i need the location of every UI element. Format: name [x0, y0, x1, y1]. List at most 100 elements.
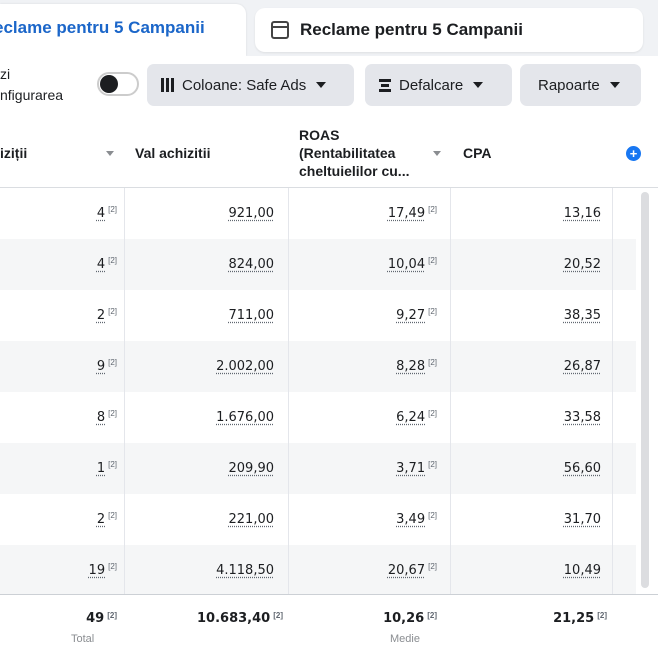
footnote-marker: [2]	[427, 611, 437, 620]
cell-roas-value[interactable]: 20,67	[388, 563, 425, 578]
cell-cpa: 13,16	[450, 188, 601, 239]
cell-cpa-value[interactable]: 13,16	[564, 206, 601, 221]
tab-ads-active-label: eclame pentru 5 Campanii	[0, 18, 205, 38]
cell-cpa-value[interactable]: 33,58	[564, 410, 601, 425]
footnote-marker: [2]	[428, 511, 437, 520]
columns-button[interactable]: Coloane: Safe Ads	[147, 64, 354, 106]
column-divider	[612, 188, 613, 594]
reports-button[interactable]: Rapoarte	[520, 64, 641, 106]
cell-cpa: 20,52	[450, 239, 601, 290]
footnote-marker: [2]	[108, 409, 117, 418]
cell-purchase-value: 1.676,00	[124, 392, 274, 443]
chevron-down-icon	[473, 82, 483, 88]
cell-purchase-value: 221,00	[124, 494, 274, 545]
toggle-label: zi nfigurarea	[0, 64, 63, 106]
column-divider	[450, 188, 451, 594]
configuration-toggle[interactable]	[97, 72, 139, 96]
header-purchases-label: iziții	[0, 145, 27, 161]
cell-purchase-value-value[interactable]: 2.002,00	[216, 359, 274, 374]
footnote-marker: [2]	[108, 358, 117, 367]
sort-icon	[106, 151, 114, 156]
columns-icon	[161, 78, 174, 92]
scrollbar-thumb[interactable]	[641, 192, 649, 588]
cell-purchases-value[interactable]: 1	[97, 461, 105, 476]
footnote-marker: [2]	[428, 460, 437, 469]
vertical-scrollbar[interactable]	[638, 188, 652, 592]
cell-purchases-value[interactable]: 2	[97, 512, 105, 527]
toggle-label-line2: nfigurarea	[0, 85, 63, 106]
footnote-marker: [2]	[428, 358, 437, 367]
cell-cpa: 31,70	[450, 494, 601, 545]
total-value-amount: 10.683,40	[197, 611, 270, 626]
footnote-marker: [2]	[108, 511, 117, 520]
cell-purchases-value[interactable]: 4	[97, 206, 105, 221]
toggle-knob	[100, 75, 118, 93]
reports-button-label: Rapoarte	[538, 77, 600, 94]
cell-purchase-value: 2.002,00	[124, 341, 274, 392]
breakdown-icon	[379, 79, 391, 92]
header-purchases[interactable]: iziții	[0, 118, 122, 188]
cell-roas-value[interactable]: 9,27	[396, 308, 425, 323]
cell-cpa-value[interactable]: 10,49	[564, 563, 601, 578]
cell-roas-value[interactable]: 3,49	[396, 512, 425, 527]
cell-roas-value[interactable]: 6,24	[396, 410, 425, 425]
breakdown-button[interactable]: Defalcare	[365, 64, 512, 106]
sort-icon	[433, 151, 441, 156]
cell-roas: 10,04 [2]	[288, 239, 437, 290]
cell-purchases: 9 [2]	[0, 341, 117, 392]
footnote-marker: [2]	[108, 205, 117, 214]
cell-roas: 17,49 [2]	[288, 188, 437, 239]
cell-purchases-value[interactable]: 8	[97, 410, 105, 425]
cell-purchase-value-value[interactable]: 221,00	[229, 512, 275, 527]
table-row: 2 [2] 221,00 3,49 [2] 31,70	[0, 494, 636, 545]
tab-ads-inactive[interactable]: Reclame pentru 5 Campanii	[255, 8, 643, 52]
footnote-marker: [2]	[428, 256, 437, 265]
cell-purchase-value-value[interactable]: 1.676,00	[216, 410, 274, 425]
cell-purchase-value-value[interactable]: 711,00	[229, 308, 275, 323]
footnote-marker: [2]	[428, 205, 437, 214]
tab-ads-inactive-label: Reclame pentru 5 Campanii	[300, 20, 523, 40]
header-roas-line3: cheltuielilor cu...	[299, 162, 409, 180]
footnote-marker: [2]	[428, 307, 437, 316]
table-row: 1 [2] 209,90 3,71 [2] 56,60	[0, 443, 636, 494]
cell-cpa-value[interactable]: 20,52	[564, 257, 601, 272]
header-roas-line1: ROAS	[299, 126, 409, 144]
cell-purchases-value[interactable]: 2	[97, 308, 105, 323]
tab-ads-active[interactable]: eclame pentru 5 Campanii	[0, 4, 246, 56]
cell-roas: 20,67 [2]	[288, 545, 437, 596]
breakdown-button-label: Defalcare	[399, 77, 463, 94]
cell-cpa-value[interactable]: 56,60	[564, 461, 601, 476]
footnote-marker: [2]	[108, 307, 117, 316]
cell-purchase-value: 921,00	[124, 188, 274, 239]
cell-cpa: 33,58	[450, 392, 601, 443]
cell-purchases-value[interactable]: 9	[97, 359, 105, 374]
total-purchases: 49 [2] Total	[0, 595, 117, 658]
cell-purchase-value-value[interactable]: 921,00	[229, 206, 275, 221]
cell-purchase-value: 209,90	[124, 443, 274, 494]
cell-purchase-value-value[interactable]: 4.118,50	[216, 563, 274, 578]
cell-roas-value[interactable]: 17,49	[388, 206, 425, 221]
cell-cpa-value[interactable]: 38,35	[564, 308, 601, 323]
cell-roas: 6,24 [2]	[288, 392, 437, 443]
cell-purchase-value-value[interactable]: 824,00	[229, 257, 275, 272]
cell-roas: 3,49 [2]	[288, 494, 437, 545]
cell-purchases: 19 [2]	[0, 545, 117, 596]
header-purchase-value[interactable]: Val achizitii	[135, 118, 285, 188]
table-row: 2 [2] 711,00 9,27 [2] 38,35	[0, 290, 636, 341]
total-roas-sub: Medie	[390, 633, 420, 645]
table-row: 19 [2] 4.118,50 20,67 [2] 10,49	[0, 545, 636, 596]
header-cpa[interactable]: CPA	[463, 118, 613, 188]
cell-roas-value[interactable]: 8,28	[396, 359, 425, 374]
cell-purchases-value[interactable]: 4	[97, 257, 105, 272]
cell-roas-value[interactable]: 3,71	[396, 461, 425, 476]
cell-purchases-value[interactable]: 19	[89, 563, 106, 578]
cell-cpa-value[interactable]: 31,70	[564, 512, 601, 527]
cell-roas-value[interactable]: 10,04	[388, 257, 425, 272]
tab-bar: eclame pentru 5 Campanii Reclame pentru …	[0, 0, 658, 56]
header-roas[interactable]: ROAS (Rentabilitatea cheltuielilor cu...	[299, 118, 447, 188]
footnote-marker: [2]	[428, 562, 437, 571]
cell-purchase-value-value[interactable]: 209,90	[229, 461, 275, 476]
cell-roas: 8,28 [2]	[288, 341, 437, 392]
cell-cpa-value[interactable]: 26,87	[564, 359, 601, 374]
add-column-icon[interactable]: +	[626, 146, 641, 161]
